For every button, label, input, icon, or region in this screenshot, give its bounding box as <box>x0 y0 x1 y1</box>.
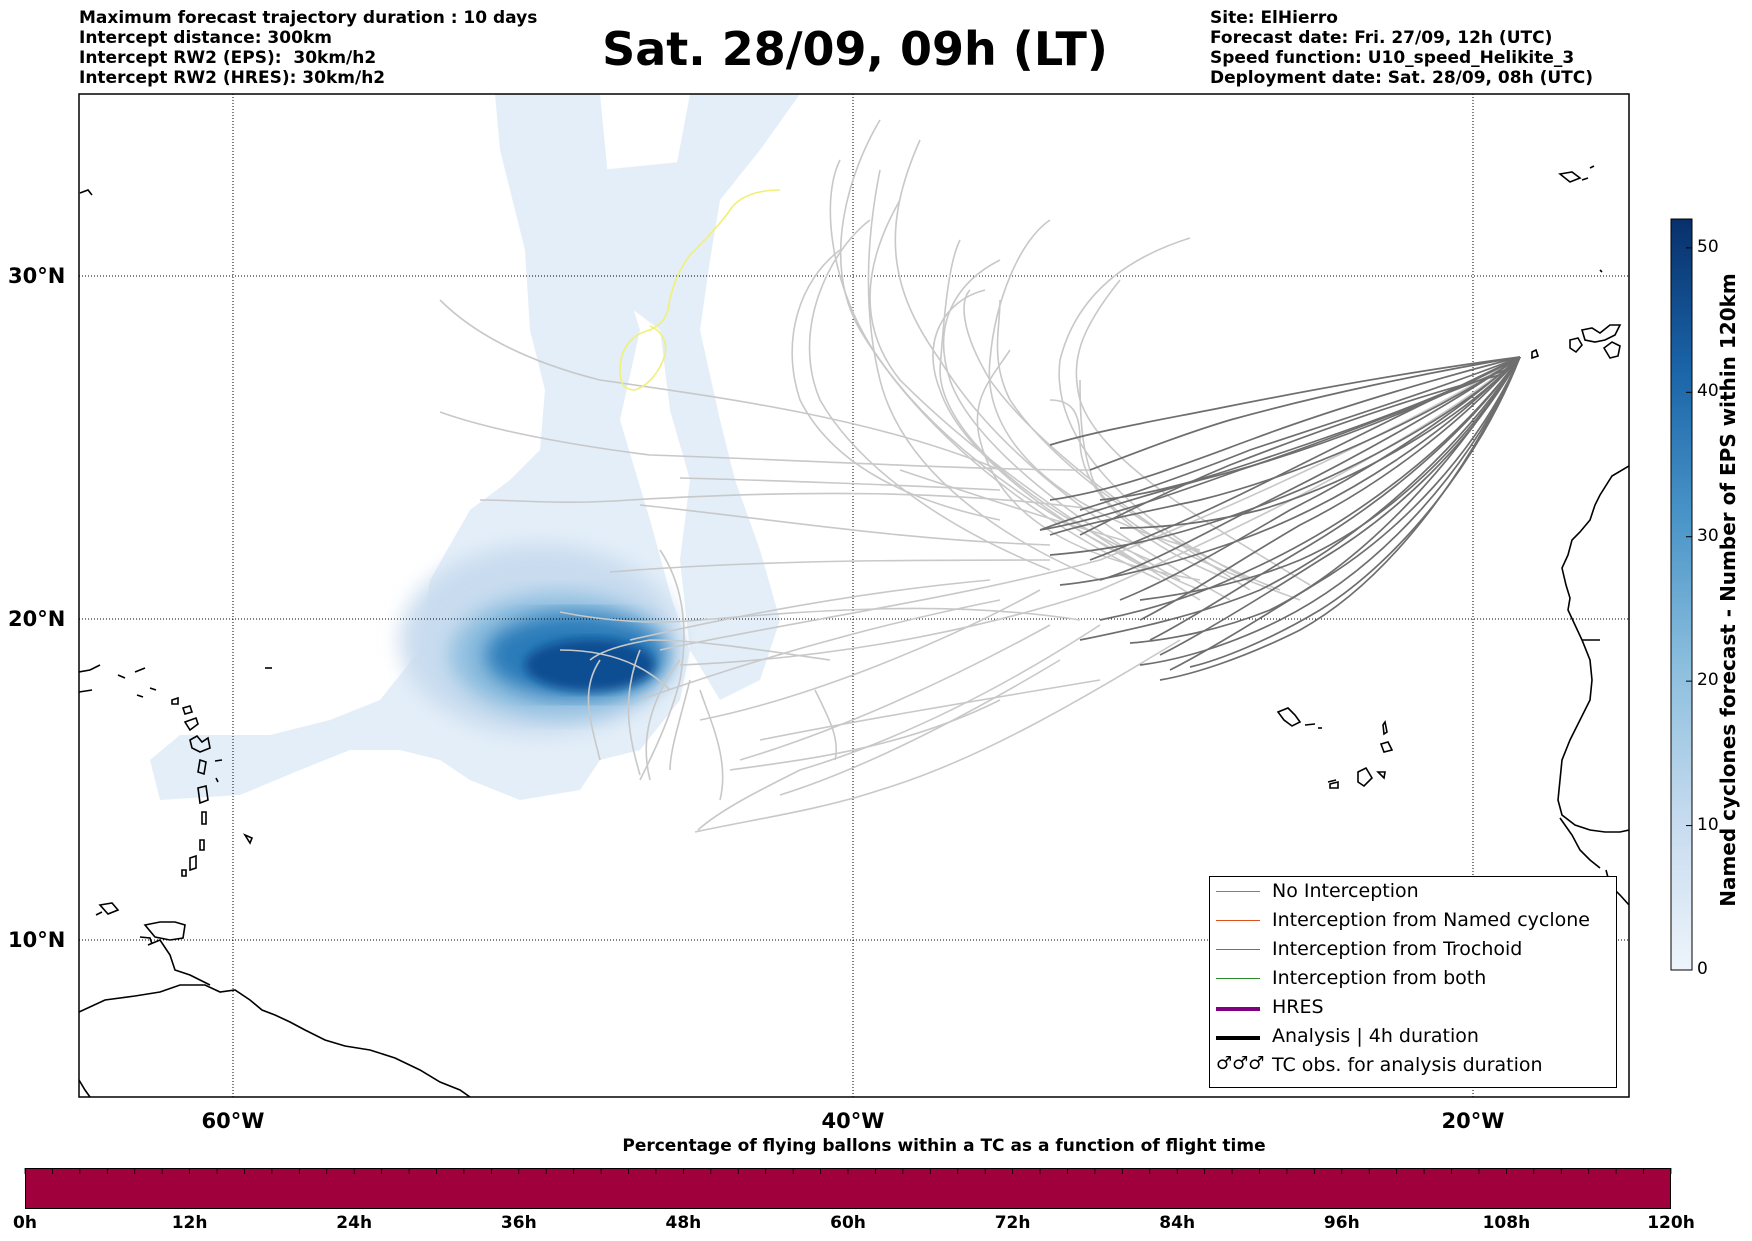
st-lucia <box>201 811 207 825</box>
trinidad <box>143 921 186 941</box>
lat-label-10n: 10°N <box>8 928 65 952</box>
legend-line-olive <box>1216 949 1260 950</box>
legend-label: No Interception <box>1272 880 1419 902</box>
dominica <box>197 758 207 776</box>
legend-line-black <box>1216 1036 1260 1040</box>
lat-label-20n: 20°N <box>8 607 65 631</box>
page-title: Sat. 28/09, 09h (LT) <box>602 22 1108 76</box>
flight-bar-tick-label: 72h <box>994 1213 1031 1233</box>
speed-function: Speed function: U10_speed_Helikite_3 <box>1210 48 1575 68</box>
flight-bar-tick-label: 48h <box>665 1213 702 1233</box>
cape-verde-6 <box>1327 779 1337 783</box>
canary-island-1 <box>1569 337 1583 354</box>
tc-symbol-icon: ♂♂♂ <box>1216 1053 1265 1074</box>
eps-density-core <box>525 639 655 691</box>
legend-item-both: Interception from both <box>1210 964 1616 993</box>
lon-label-20w: 20°W <box>1442 1109 1505 1133</box>
guadeloupe <box>189 734 211 753</box>
legend-label: Interception from Named cyclone <box>1272 909 1590 931</box>
lat-label-30n: 30°N <box>8 264 65 288</box>
cape-verde-3 <box>1379 741 1394 753</box>
flight-bar-tick-label: 60h <box>830 1213 866 1233</box>
lon-label-60w: 60°W <box>202 1109 265 1133</box>
flight-bar-tick-label: 0h <box>13 1213 37 1233</box>
legend-item-tc-obs: ♂♂♂ TC obs. for analysis duration <box>1210 1051 1616 1080</box>
header-left-info: Maximum forecast trajectory duration : 1… <box>79 8 537 88</box>
flight-percentage-bar <box>25 1168 1671 1209</box>
caribbean-island-1 <box>139 936 153 945</box>
canary-island-3 <box>1602 341 1621 359</box>
flight-bar-tick-label: 36h <box>500 1213 537 1233</box>
trajectories-no-interception-dark <box>1039 356 1521 681</box>
intercept-distance: Intercept distance: 300km <box>79 28 332 48</box>
legend-item-named-cyclone: Interception from Named cyclone <box>1210 906 1616 935</box>
colorbar-tick-label: 40 <box>1697 381 1719 402</box>
legend-label: Interception from both <box>1272 967 1487 989</box>
venezuela-peninsula <box>147 939 211 986</box>
colorbar-tick-label: 30 <box>1697 525 1719 546</box>
deployment-date: Deployment date: Sat. 28/09, 08h (UTC) <box>1210 68 1594 88</box>
madeira <box>1558 171 1582 183</box>
colorbar <box>1670 218 1693 971</box>
map-legend: No Interception Interception from Named … <box>1209 876 1617 1088</box>
flight-bar-tick-label: 120h <box>1647 1213 1695 1233</box>
legend-line-orange <box>1216 920 1260 921</box>
legend-label: Interception from Trochoid <box>1272 938 1523 960</box>
max-trajectory-duration: Maximum forecast trajectory duration : 1… <box>79 8 538 28</box>
legend-label: HRES <box>1272 996 1324 1018</box>
trajectories-no-interception-light <box>439 119 1521 833</box>
site-name: Site: ElHierro <box>1210 8 1338 28</box>
legend-label: TC obs. for analysis duration <box>1272 1054 1543 1076</box>
flight-bar-tick-label: 84h <box>1159 1213 1196 1233</box>
colorbar-tick-label: 10 <box>1697 814 1719 835</box>
forecast-date: Forecast date: Fri. 27/09, 12h (UTC) <box>1210 28 1553 48</box>
coastlines <box>79 165 1629 1097</box>
colorbar-tick-label: 50 <box>1697 236 1719 257</box>
header-right-info: Site: ElHierro Forecast date: Fri. 27/09… <box>1210 8 1593 88</box>
legend-line-green <box>1216 978 1260 979</box>
flight-bar-tick-label: 108h <box>1482 1213 1531 1233</box>
lon-label-40w: 40°W <box>822 1109 885 1133</box>
flight-bar-tick-label: 12h <box>171 1213 208 1233</box>
colorbar-label: Named cyclones forecast - Number of EPS … <box>1716 273 1740 907</box>
flight-bar-title: Percentage of flying ballons within a TC… <box>622 1136 1266 1156</box>
south-america-coast <box>79 984 471 1097</box>
colorbar-gradient <box>1670 218 1693 971</box>
legend-item-analysis: Analysis | 4h duration <box>1210 1022 1616 1051</box>
intercept-rw2-hres: Intercept RW2 (HRES): 30km/h2 <box>79 68 386 88</box>
colorbar-tick-label: 20 <box>1697 670 1719 691</box>
cape-verde-1 <box>1276 707 1302 727</box>
map-gridlines <box>79 94 1629 1097</box>
intercept-rw2-eps: Intercept RW2 (EPS): 30km/h2 <box>79 48 377 68</box>
martinique <box>197 785 209 805</box>
eps-density-light-arm <box>600 160 705 330</box>
legend-item-trochoid: Interception from Trochoid <box>1210 935 1616 964</box>
legend-item-hres: HRES <box>1210 993 1616 1022</box>
africa-coast <box>1557 465 1629 833</box>
legend-label: Analysis | 4h duration <box>1272 1025 1479 1047</box>
flight-bar-tick-label: 24h <box>336 1213 373 1233</box>
colorbar-tick-label: 0 <box>1697 959 1708 979</box>
canary-island-2 <box>1580 324 1622 343</box>
legend-item-no-interception: No Interception <box>1210 877 1616 906</box>
map-frame <box>78 93 1630 1098</box>
antigua <box>181 705 194 715</box>
st-vincent <box>199 839 205 851</box>
eps-density-field <box>150 94 800 800</box>
south-america-coast-2 <box>79 1079 91 1097</box>
cape-verde-2 <box>1382 719 1388 736</box>
cape-verde-5 <box>1376 771 1386 780</box>
legend-line-gray <box>1216 891 1260 892</box>
legend-line-purple <box>1216 1007 1260 1011</box>
flight-bar-tick-label: 96h <box>1323 1213 1360 1233</box>
cape-verde-4 <box>1357 766 1374 788</box>
trajectory-yellow <box>619 189 781 391</box>
